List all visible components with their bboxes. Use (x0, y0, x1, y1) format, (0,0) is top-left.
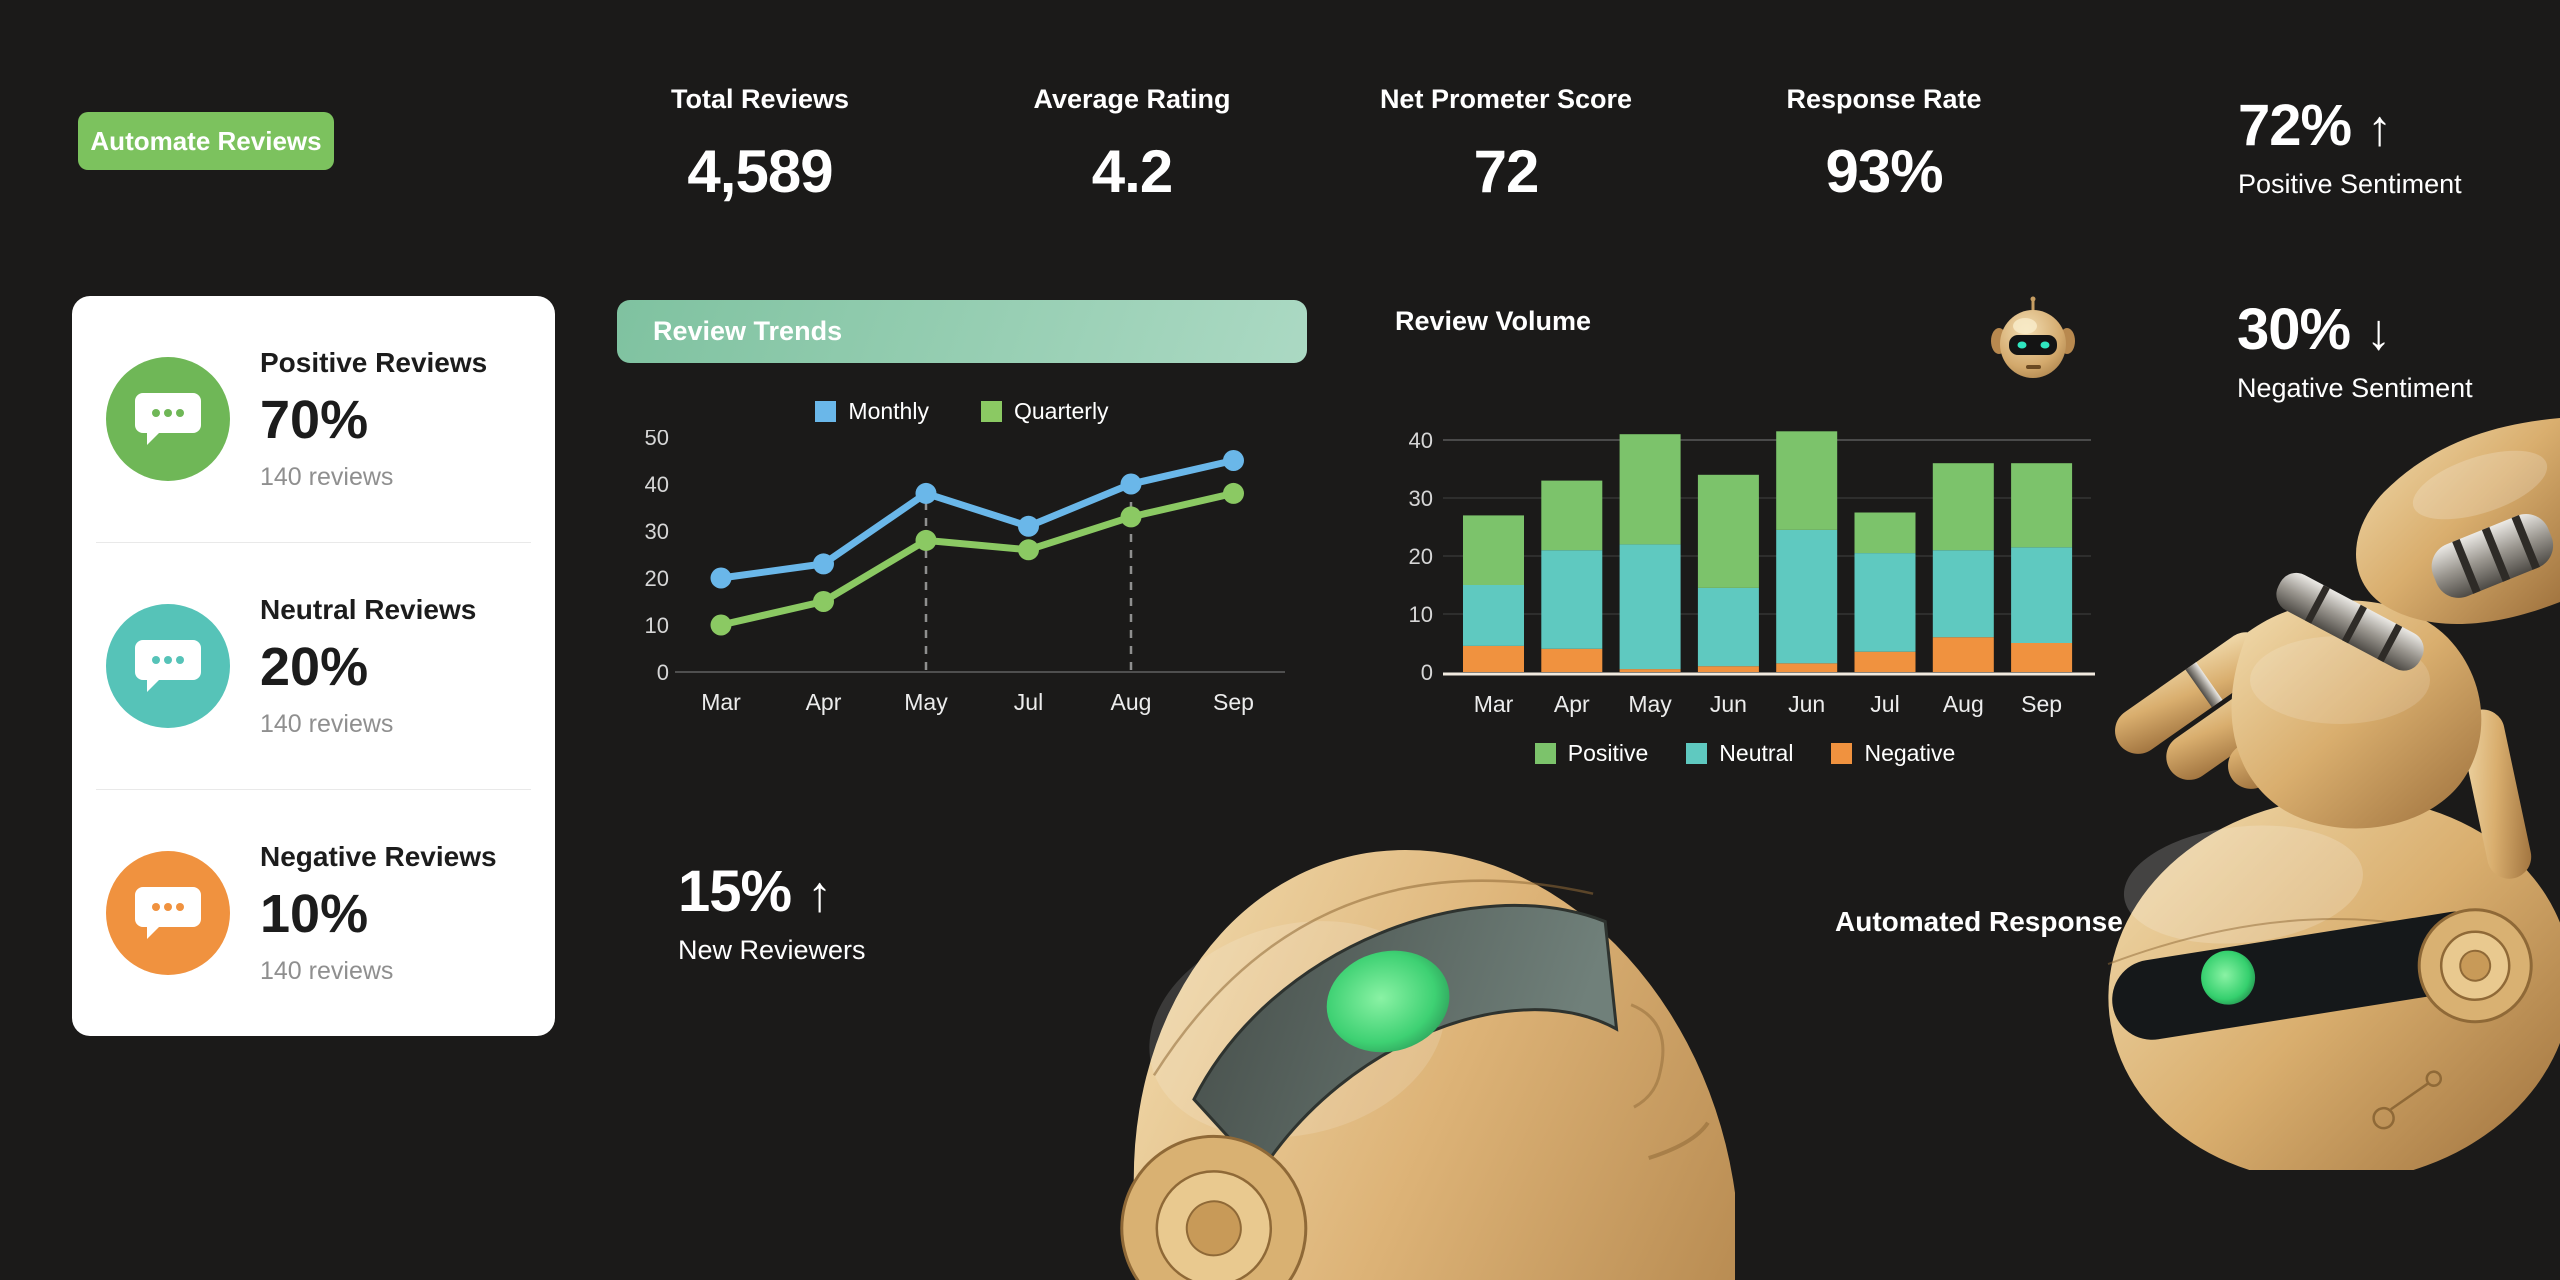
svg-text:May: May (904, 689, 948, 715)
svg-text:Jun: Jun (1788, 691, 1825, 717)
chat-bubble-icon (135, 887, 201, 939)
legend-label: Positive (1567, 740, 1649, 766)
svg-text:Mar: Mar (701, 689, 741, 715)
kpi-value: 4,589 (687, 138, 833, 205)
negative-sentiment-stat: 30% ↓ Negative Sentiment (2237, 296, 2473, 404)
legend-swatch (1534, 743, 1556, 764)
automate-reviews-button[interactable]: Automate Reviews (78, 112, 334, 170)
bar-chart-legend: Positive Neutral Negative (1385, 740, 2105, 767)
svg-text:40: 40 (645, 472, 669, 497)
review-type-count: 140 reviews (260, 709, 394, 738)
svg-text:50: 50 (645, 430, 669, 450)
kpi-label: Response Rate (1786, 84, 1982, 114)
list-item-neutral-reviews: Neutral Reviews 20% 140 reviews (72, 543, 555, 789)
legend-item-quarterly: Quarterly (980, 398, 1109, 425)
review-type-title: Positive Reviews (260, 346, 488, 378)
svg-text:Apr: Apr (806, 689, 842, 715)
chat-bubble-icon (106, 851, 230, 975)
robot-head-icon (1991, 296, 2075, 378)
legend-swatch (980, 401, 1002, 422)
legend-swatch (1831, 743, 1853, 764)
svg-text:0: 0 (1421, 660, 1433, 685)
svg-text:Aug: Aug (1943, 691, 1984, 717)
review-type-percent: 20% (260, 636, 369, 697)
legend-swatch (815, 401, 837, 422)
positive-sentiment-label: Positive Sentiment (2238, 169, 2462, 199)
kpi-value: 4.2 (1091, 138, 1173, 205)
legend-label: Neutral (1719, 740, 1794, 766)
kpi-average-rating: Average Rating 4.2 (972, 84, 1292, 206)
legend-item-negative: Negative (1831, 740, 1955, 767)
list-item-positive-reviews: Positive Reviews 70% 140 reviews (72, 296, 555, 542)
svg-text:Sep: Sep (2021, 691, 2062, 717)
new-reviewers-value: 15% (678, 859, 792, 924)
svg-text:Sep: Sep (1213, 689, 1254, 715)
review-trends-title: Review Trends (653, 316, 843, 346)
svg-text:30: 30 (1409, 486, 1433, 511)
positive-sentiment-value: 72% (2238, 93, 2352, 158)
list-item-negative-reviews: Negative Reviews 10% 140 reviews (72, 790, 555, 1036)
kpi-value: 93% (1825, 138, 1943, 205)
review-volume-bar-chart: 0 10 20 30 40 Mar Apr May Jun Jun Jul Aug Sep (1409, 428, 2095, 717)
positive-sentiment-stat: 72% ↑ Positive Sentiment (2238, 92, 2462, 200)
review-type-percent: 10% (260, 883, 369, 944)
svg-text:20: 20 (1409, 544, 1433, 569)
up-arrow-icon: ↑ (2367, 100, 2393, 156)
legend-item-positive: Positive (1534, 740, 1649, 767)
chat-bubble-icon (135, 393, 201, 445)
svg-text:Mar: Mar (1474, 691, 1514, 717)
legend-label: Quarterly (1013, 398, 1109, 424)
review-type-percent: 70% (260, 389, 369, 450)
svg-text:10: 10 (645, 613, 669, 638)
svg-text:Apr: Apr (1554, 691, 1590, 717)
review-breakdown-card: Positive Reviews 70% 140 reviews Neutral… (72, 296, 555, 1036)
kpi-label: Average Rating (1033, 84, 1231, 114)
legend-item-neutral: Neutral (1686, 740, 1793, 767)
svg-text:May: May (1628, 691, 1672, 717)
review-type-count: 140 reviews (260, 956, 394, 985)
svg-text:Aug: Aug (1111, 689, 1152, 715)
review-type-count: 140 reviews (260, 462, 394, 491)
kpi-net-promoter-score: Net Prometer Score 72 (1346, 84, 1666, 206)
divider (96, 542, 531, 543)
svg-text:Jul: Jul (1014, 689, 1043, 715)
chat-bubble-icon (106, 357, 230, 481)
chat-bubble-icon (106, 604, 230, 728)
kpi-value: 72 (1473, 138, 1540, 205)
kpi-response-rate: Response Rate 93% (1724, 84, 2044, 206)
svg-text:Jun: Jun (1710, 691, 1747, 717)
new-reviewers-stat: 15% ↑ New Reviewers (678, 858, 866, 966)
legend-label: Monthly (848, 398, 929, 424)
up-arrow-icon: ↑ (807, 866, 833, 922)
divider (96, 789, 531, 790)
line-chart-legend: Monthly Quarterly (617, 398, 1307, 425)
svg-text:0: 0 (657, 660, 669, 685)
review-volume-title: Review Volume (1395, 306, 1592, 336)
legend-label: Negative (1864, 740, 1956, 766)
kpi-total-reviews: Total Reviews 4,589 (600, 84, 920, 206)
automated-response-label: Automated Response (1835, 906, 2123, 937)
chat-bubble-icon (135, 640, 201, 692)
review-type-title: Neutral Reviews (260, 593, 477, 625)
robot-arm-image (2107, 418, 2560, 1170)
legend-item-monthly: Monthly (815, 398, 929, 425)
review-trends-line-chart: 0 10 20 30 40 50 Mar Apr May Jul Aug Sep (645, 430, 1285, 715)
review-type-title: Negative Reviews (260, 840, 497, 872)
negative-sentiment-label: Negative Sentiment (2237, 373, 2473, 403)
negative-sentiment-value: 30% (2237, 297, 2351, 362)
legend-swatch (1686, 743, 1708, 764)
new-reviewers-label: New Reviewers (678, 935, 866, 965)
svg-text:10: 10 (1409, 602, 1433, 627)
robot-head-image (1120, 849, 1735, 1280)
svg-text:Jul: Jul (1870, 691, 1899, 717)
kpi-label: Net Prometer Score (1379, 84, 1633, 114)
svg-text:20: 20 (645, 566, 669, 591)
down-arrow-icon: ↓ (2366, 304, 2392, 360)
svg-text:30: 30 (645, 519, 669, 544)
review-trends-banner: Review Trends (617, 300, 1307, 363)
svg-text:40: 40 (1409, 428, 1433, 453)
kpi-label: Total Reviews (670, 84, 850, 114)
